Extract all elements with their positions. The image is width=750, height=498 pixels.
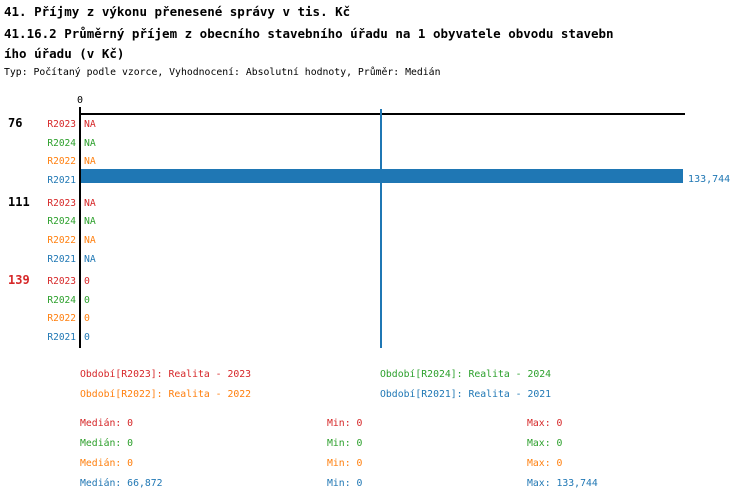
row-value-label: NA [84, 119, 96, 130]
series-row-label-R2024: R2024 [47, 137, 76, 149]
chart-meta-line: Typ: Počítaný podle vzorce, Vyhodnocení:… [4, 67, 441, 78]
row-value-label: NA [84, 137, 96, 149]
row-value-label: NA [84, 197, 96, 209]
series-row-label-R2021: R2021 [47, 332, 76, 344]
stat-median-R2024: Medián: 0 [80, 438, 134, 449]
group-label-139: 139 [8, 273, 30, 287]
stat-median-R2023: Medián: 0 [80, 418, 134, 429]
series-row-label-R2022: R2022 [47, 156, 76, 168]
row-value-label: 0 [84, 332, 90, 344]
legend-item-R2022: Období[R2022]: Realita - 2022 [80, 389, 252, 400]
series-row-label-R2023: R2023 [47, 197, 76, 209]
chart-title: 41. Příjmy z výkonu přenesené správy v t… [4, 4, 351, 19]
stat-min-R2022: Min: 0 [327, 458, 363, 469]
x-axis-zero-tick-label: 0 [76, 95, 84, 106]
row-value-label: 0 [84, 294, 90, 306]
row-value-label: 0 [84, 276, 90, 287]
stat-min-R2023: Min: 0 [327, 418, 363, 429]
series-row-label-R2024: R2024 [47, 216, 76, 228]
series-row-label-R2021: R2021 [47, 175, 76, 187]
chart-subtitle-line-1: 41.16.2 Průměrný příjem z obecního stave… [4, 26, 614, 41]
stat-max-R2022: Max: 0 [527, 458, 563, 469]
series-row-label-R2023: R2023 [47, 276, 76, 287]
row-value-label: NA [84, 156, 96, 168]
x-axis-line [80, 113, 685, 115]
series-row-label-R2023: R2023 [47, 119, 76, 130]
group-label-111: 111 [8, 194, 30, 209]
stat-max-R2023: Max: 0 [527, 418, 563, 429]
row-value-label: NA [84, 216, 96, 228]
median-reference-line [380, 109, 383, 348]
row-value-label: NA [84, 253, 96, 265]
row-value-label: 0 [84, 313, 90, 325]
series-row-label-R2022: R2022 [47, 313, 76, 325]
stat-max-R2024: Max: 0 [527, 438, 563, 449]
series-row-label-R2021: R2021 [47, 253, 76, 265]
row-value-label: NA [84, 234, 96, 246]
bar-value-label: 133,744 [688, 174, 731, 186]
y-axis-line [79, 107, 81, 348]
stat-max-R2021: Max: 133,744 [527, 478, 598, 489]
chart-subtitle-line-2: ího úřadu (v Kč) [4, 46, 125, 61]
stat-median-R2022: Medián: 0 [80, 458, 134, 469]
legend-item-R2024: Období[R2024]: Realita - 2024 [380, 369, 552, 380]
stat-median-R2021: Medián: 66,872 [80, 478, 163, 489]
series-row-label-R2022: R2022 [47, 234, 76, 246]
legend-item-R2023: Období[R2023]: Realita - 2023 [80, 369, 252, 380]
legend-item-R2021: Období[R2021]: Realita - 2021 [380, 389, 552, 400]
group-label-76: 76 [8, 116, 23, 130]
stat-min-R2024: Min: 0 [327, 438, 363, 449]
stat-min-R2021: Min: 0 [327, 478, 363, 489]
bar-76-R2021 [81, 169, 684, 184]
series-row-label-R2024: R2024 [47, 294, 76, 306]
